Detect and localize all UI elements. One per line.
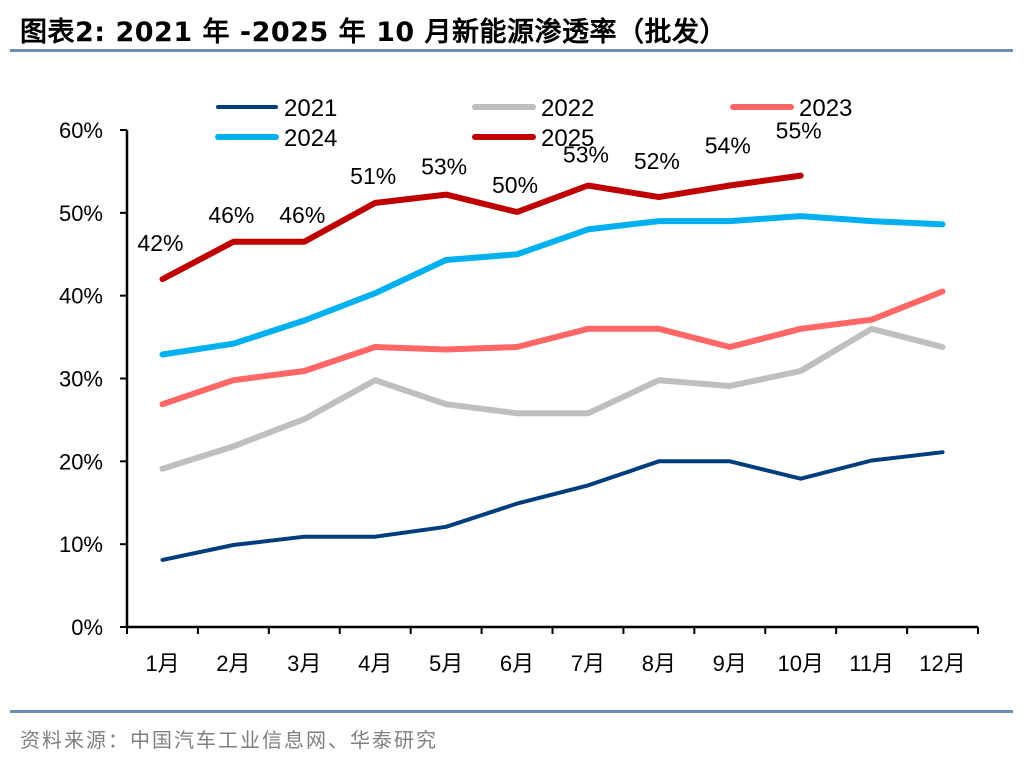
y-tick-label: 30% xyxy=(59,367,103,392)
series-line-2021 xyxy=(160,450,945,562)
series-line-2025 xyxy=(159,172,804,283)
axes: 0% 10% 20% 30% 40% 50% 60% 1月 2月 3月 4月 5月 6月 7月 8月 9月 10… xyxy=(59,118,979,676)
x-tick-label: 9月 xyxy=(713,651,747,676)
chart-title: 图表2: 2021 年 -2025 年 10 月新能源渗透率（批发） xyxy=(20,17,728,48)
footer-divider xyxy=(10,710,1013,713)
line-chart: 0% 10% 20% 30% 40% 50% 60% 1月 2月 3月 4月 5月 6月 7月 8月 9月 10… xyxy=(59,95,979,676)
series-line-2022 xyxy=(159,325,946,472)
legend-label-2023: 2023 xyxy=(799,95,852,122)
data-label-2025: 53% xyxy=(421,154,467,180)
x-tick-label: 11月 xyxy=(849,651,894,676)
legend-label-2025: 2025 xyxy=(541,125,594,152)
data-label-2025: 55% xyxy=(776,118,822,144)
legend-label-2021: 2021 xyxy=(284,95,337,122)
y-tick-label: 10% xyxy=(59,532,103,557)
x-tick-label: 4月 xyxy=(358,651,392,676)
legend: 2021 2022 2023 2024 2025 xyxy=(215,95,852,152)
series-line-2023 xyxy=(159,288,946,408)
series-lines xyxy=(159,172,946,562)
y-tick-label: 50% xyxy=(59,201,103,226)
x-tick-label: 1月 xyxy=(145,651,179,676)
legend-label-2024: 2024 xyxy=(284,125,337,152)
title-divider xyxy=(10,49,1013,52)
data-label-2025: 46% xyxy=(208,202,254,228)
x-tick-label: 8月 xyxy=(642,651,676,676)
x-tick-label: 3月 xyxy=(287,651,321,676)
series-line-2024 xyxy=(159,213,946,358)
data-label-2025: 50% xyxy=(492,172,538,198)
x-tick-label: 12月 xyxy=(919,651,965,676)
data-label-2025: 54% xyxy=(705,132,751,158)
data-label-2025: 46% xyxy=(279,202,325,228)
data-label-2025: 52% xyxy=(634,148,680,174)
legend-label-2022: 2022 xyxy=(541,95,594,122)
data-label-2025: 51% xyxy=(350,163,396,189)
x-tick-label: 7月 xyxy=(571,651,605,676)
x-tick-label: 5月 xyxy=(429,651,463,676)
x-tick-label: 10月 xyxy=(777,651,823,676)
source-note: 资料来源：中国汽车工业信息网、华泰研究 xyxy=(20,728,438,752)
y-tick-label: 40% xyxy=(59,284,103,309)
y-tick-label: 0% xyxy=(71,615,103,640)
x-tick-label: 2月 xyxy=(216,651,250,676)
y-tick-label: 60% xyxy=(59,118,103,143)
data-labels: 42% 46% 46% 51% 53% 50% 53% 52% 54% 55% xyxy=(137,118,821,257)
y-tick-label: 20% xyxy=(59,449,103,474)
x-tick-label: 6月 xyxy=(500,651,534,676)
data-label-2025: 53% xyxy=(563,141,609,167)
data-label-2025: 42% xyxy=(137,230,183,256)
